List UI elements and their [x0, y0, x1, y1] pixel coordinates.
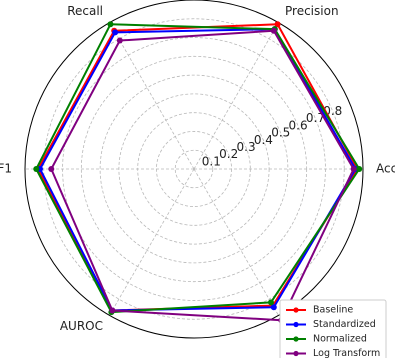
- data-point: [270, 304, 277, 311]
- axis-label: Accuracy: [376, 162, 395, 176]
- series-layer: [33, 21, 363, 324]
- legend-swatch-marker: [293, 350, 299, 357]
- grid-spoke: [109, 168, 195, 316]
- data-point: [107, 21, 114, 28]
- data-point: [267, 299, 274, 306]
- radial-tick-label: 0.7: [306, 111, 325, 125]
- axis-label: Precision: [285, 4, 339, 18]
- series-baseline: [35, 21, 361, 314]
- radial-tick-label: 0.3: [237, 140, 256, 154]
- axis-label: F1: [0, 162, 12, 176]
- data-point: [350, 166, 357, 172]
- legend-label: Log Transform: [313, 348, 380, 358]
- radial-tick-label: 0.4: [254, 133, 273, 147]
- data-point: [116, 37, 123, 44]
- grid-circle: [174, 149, 214, 189]
- legend-swatch-marker: [293, 336, 299, 342]
- grid-spoke: [109, 22, 195, 170]
- radial-tick-label: 0.6: [289, 118, 308, 132]
- data-point: [274, 21, 281, 28]
- grid-spoke: [193, 168, 279, 316]
- series-line: [35, 23, 361, 314]
- legend-box: [279, 299, 387, 358]
- legend-label: Standardized: [313, 319, 376, 330]
- legend: Baseline Standardized Normalized Log Transf…: [279, 299, 387, 358]
- legend-label: Normalized: [313, 334, 367, 345]
- grid-circle: [99, 74, 289, 264]
- data-point: [109, 307, 116, 314]
- grid: [24, 0, 364, 339]
- series-line: [37, 23, 359, 312]
- axis-labels: PrecisionRecallF1AUROCAUPRCAccuracy: [0, 4, 395, 333]
- series-standardized: [37, 26, 359, 314]
- data-point: [33, 166, 40, 172]
- data-point: [270, 27, 277, 34]
- data-point: [112, 29, 119, 36]
- legend-swatch-marker: [293, 321, 299, 328]
- axis-label: Recall: [67, 4, 103, 18]
- radial-tick-labels: 0.10.20.30.40.50.60.70.8: [202, 104, 343, 168]
- legend-swatch-marker: [293, 307, 299, 313]
- data-point: [48, 166, 55, 172]
- radial-tick-label: 0.1: [202, 154, 221, 168]
- legend-label: Baseline: [313, 305, 353, 316]
- data-point: [356, 166, 363, 172]
- series-line: [50, 29, 355, 322]
- axis-label: AUROC: [60, 319, 103, 333]
- series-normalized: [33, 21, 363, 316]
- radial-tick-label: 0.2: [219, 147, 238, 161]
- radial-tick-label: 0.5: [271, 126, 290, 140]
- outer-frame: [24, 0, 364, 339]
- grid-spoke: [193, 22, 279, 170]
